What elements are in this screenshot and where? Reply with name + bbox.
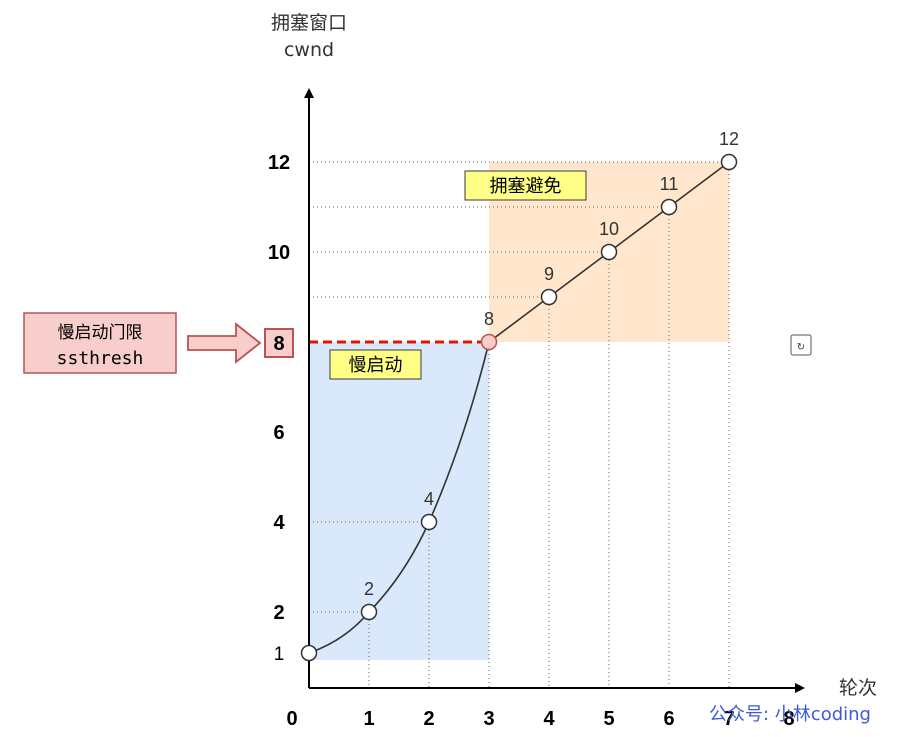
data-point [540, 288, 558, 306]
ssthresh-label-line2: ssthresh [57, 348, 144, 369]
data-point [420, 513, 438, 531]
y-tick-label: 4 [273, 512, 285, 534]
data-point [300, 644, 318, 662]
x-tick-label: 2 [423, 708, 434, 730]
data-point-label: 9 [544, 264, 554, 284]
data-point [660, 198, 678, 216]
y-tick-label: 6 [273, 422, 284, 444]
y-axis-title-line2: cwnd [284, 39, 334, 61]
congestion-avoidance-label-box [464, 170, 587, 201]
ssthresh-value: 8 [273, 333, 284, 355]
region-slow-start [309, 342, 489, 660]
ssthresh-value-box [264, 328, 294, 358]
data-point [480, 333, 498, 351]
slow-start-label: 慢启动 [349, 355, 403, 376]
x-tick-label: 1 [363, 708, 374, 730]
y-tick-label: 1 [274, 644, 285, 665]
x-tick-label: 3 [483, 708, 494, 730]
data-point [600, 243, 618, 261]
x-tick-label: 7 [723, 708, 734, 730]
ssthresh-arrow [187, 322, 262, 364]
y-tick-label: 10 [268, 242, 290, 264]
x-tick-label: 4 [543, 708, 555, 730]
y-tick-label: 2 [273, 602, 284, 624]
data-point [360, 603, 378, 621]
translate-icon: ↻ [790, 334, 812, 356]
data-point-label: 8 [484, 309, 494, 329]
y-tick-label: 12 [268, 152, 290, 174]
data-point-labels: 2 4 8 9 10 11 12 [364, 129, 739, 599]
cwnd-curve [308, 161, 730, 654]
data-point-label: 11 [660, 174, 679, 194]
y-axis-title-line1: 拥塞窗口 [271, 12, 347, 34]
ssthresh-label-box [23, 312, 177, 374]
x-tick-label: 5 [603, 708, 614, 730]
data-point-label: 12 [719, 129, 739, 149]
data-point-label: 10 [599, 219, 619, 239]
watermark: 公众号: 小林coding [709, 704, 871, 725]
ssthresh-label-line1: 慢启动门限 [58, 322, 143, 343]
slow-start-label-box [329, 349, 422, 380]
guides-layer [309, 161, 730, 688]
data-points [300, 153, 738, 662]
data-point [720, 153, 738, 171]
x-tick-label: 6 [663, 708, 674, 730]
congestion-avoidance-label: 拥塞避免 [490, 176, 562, 197]
x-axis-title: 轮次 [839, 677, 877, 699]
data-point-label: 4 [424, 489, 434, 509]
x-tick-label: 8 [783, 708, 794, 730]
x-tick-labels: 0 1 2 3 4 5 6 7 8 [286, 708, 794, 730]
data-point-label: 2 [364, 579, 374, 599]
svg-text:↻: ↻ [797, 342, 805, 353]
x-tick-label: 0 [286, 708, 297, 730]
